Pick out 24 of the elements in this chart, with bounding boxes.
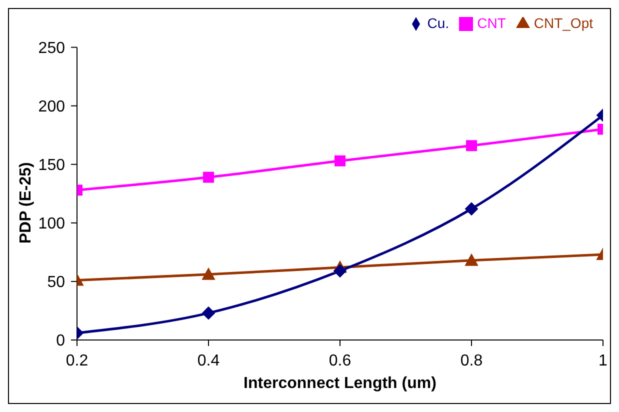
- y-axis-title: PDP (E-25): [18, 162, 35, 244]
- point: [334, 264, 346, 278]
- x-tick-label: 0.4: [197, 352, 220, 370]
- point: [202, 306, 215, 320]
- legend-label: CNT_Opt: [534, 15, 593, 31]
- y-tick-label: 50: [47, 274, 66, 292]
- legend-label: Cu.: [427, 15, 450, 31]
- y-tick-label: 250: [38, 40, 66, 57]
- y-tick-label: 0: [56, 332, 66, 350]
- point: [202, 268, 215, 280]
- legend-label: CNT: [477, 15, 506, 31]
- y-tick-label: 150: [38, 157, 66, 174]
- point: [203, 172, 214, 183]
- x-tick-label: 0.6: [328, 352, 352, 370]
- x-tick-label: 0.2: [66, 352, 88, 370]
- point: [466, 140, 477, 152]
- x-axis-title: Interconnect Length (um): [244, 375, 436, 392]
- y-tick-label: 100: [38, 216, 66, 233]
- x-tick-label: 0.8: [460, 352, 483, 370]
- point: [334, 155, 346, 166]
- point: [465, 254, 478, 266]
- y-tick-label: 200: [38, 98, 66, 116]
- point: [465, 202, 478, 216]
- x-tick-label: 1: [598, 352, 608, 370]
